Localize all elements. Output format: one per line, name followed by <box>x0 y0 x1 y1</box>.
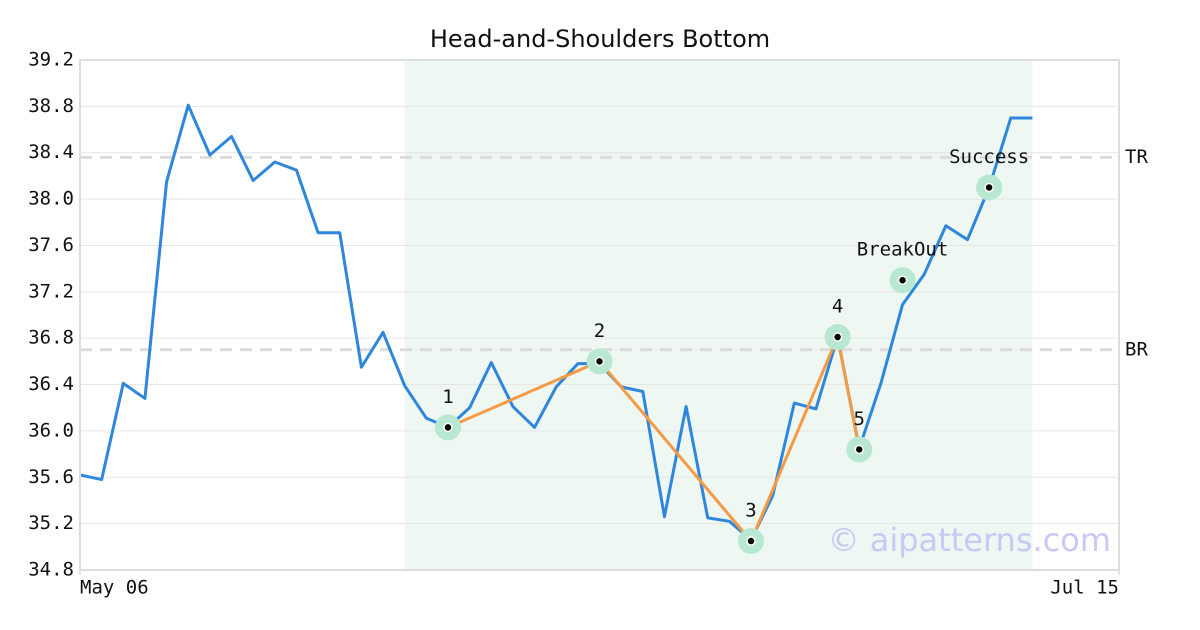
y-tick-label: 36.8 <box>28 327 74 349</box>
y-tick-label: 39.2 <box>28 49 74 71</box>
y-tick-label: 38.4 <box>28 141 74 163</box>
y-tick-label: 37.6 <box>28 234 74 256</box>
y-tick-label: 36.4 <box>28 373 74 395</box>
point <box>832 332 843 342</box>
point-label: 3 <box>745 500 756 522</box>
signal-label: BreakOut <box>857 239 949 261</box>
point-label: 5 <box>854 408 865 430</box>
point <box>984 182 994 193</box>
y-tick-label: 34.8 <box>28 559 74 581</box>
point-label: 1 <box>442 386 453 408</box>
y-tick-label: 35.6 <box>28 466 74 488</box>
y-tick-label: 37.2 <box>28 280 74 302</box>
point <box>854 444 864 455</box>
y-tick-label: 38.8 <box>28 95 74 117</box>
level-label: BR <box>1125 338 1148 360</box>
price-line <box>79 103 1033 542</box>
x-tick-label: May 06 <box>80 577 149 599</box>
point <box>443 422 453 433</box>
y-tick-label: 35.2 <box>28 512 74 534</box>
pattern-region <box>404 60 1033 570</box>
level-label: TR <box>1125 146 1148 168</box>
x-tick-label: Jul 15 <box>1050 577 1119 599</box>
point-label: 4 <box>832 296 843 318</box>
point <box>897 275 908 285</box>
y-tick-label: 38.0 <box>28 188 74 210</box>
plot-frame <box>79 59 1120 571</box>
point <box>746 536 756 546</box>
chart-title: Head-and-Shoulders Bottom <box>430 25 770 53</box>
point <box>594 356 605 367</box>
watermark: © aipatterns.com <box>828 521 1111 559</box>
y-tick-label: 36.0 <box>28 419 74 441</box>
signal-label: Success <box>949 146 1029 168</box>
point-label: 2 <box>594 320 605 342</box>
